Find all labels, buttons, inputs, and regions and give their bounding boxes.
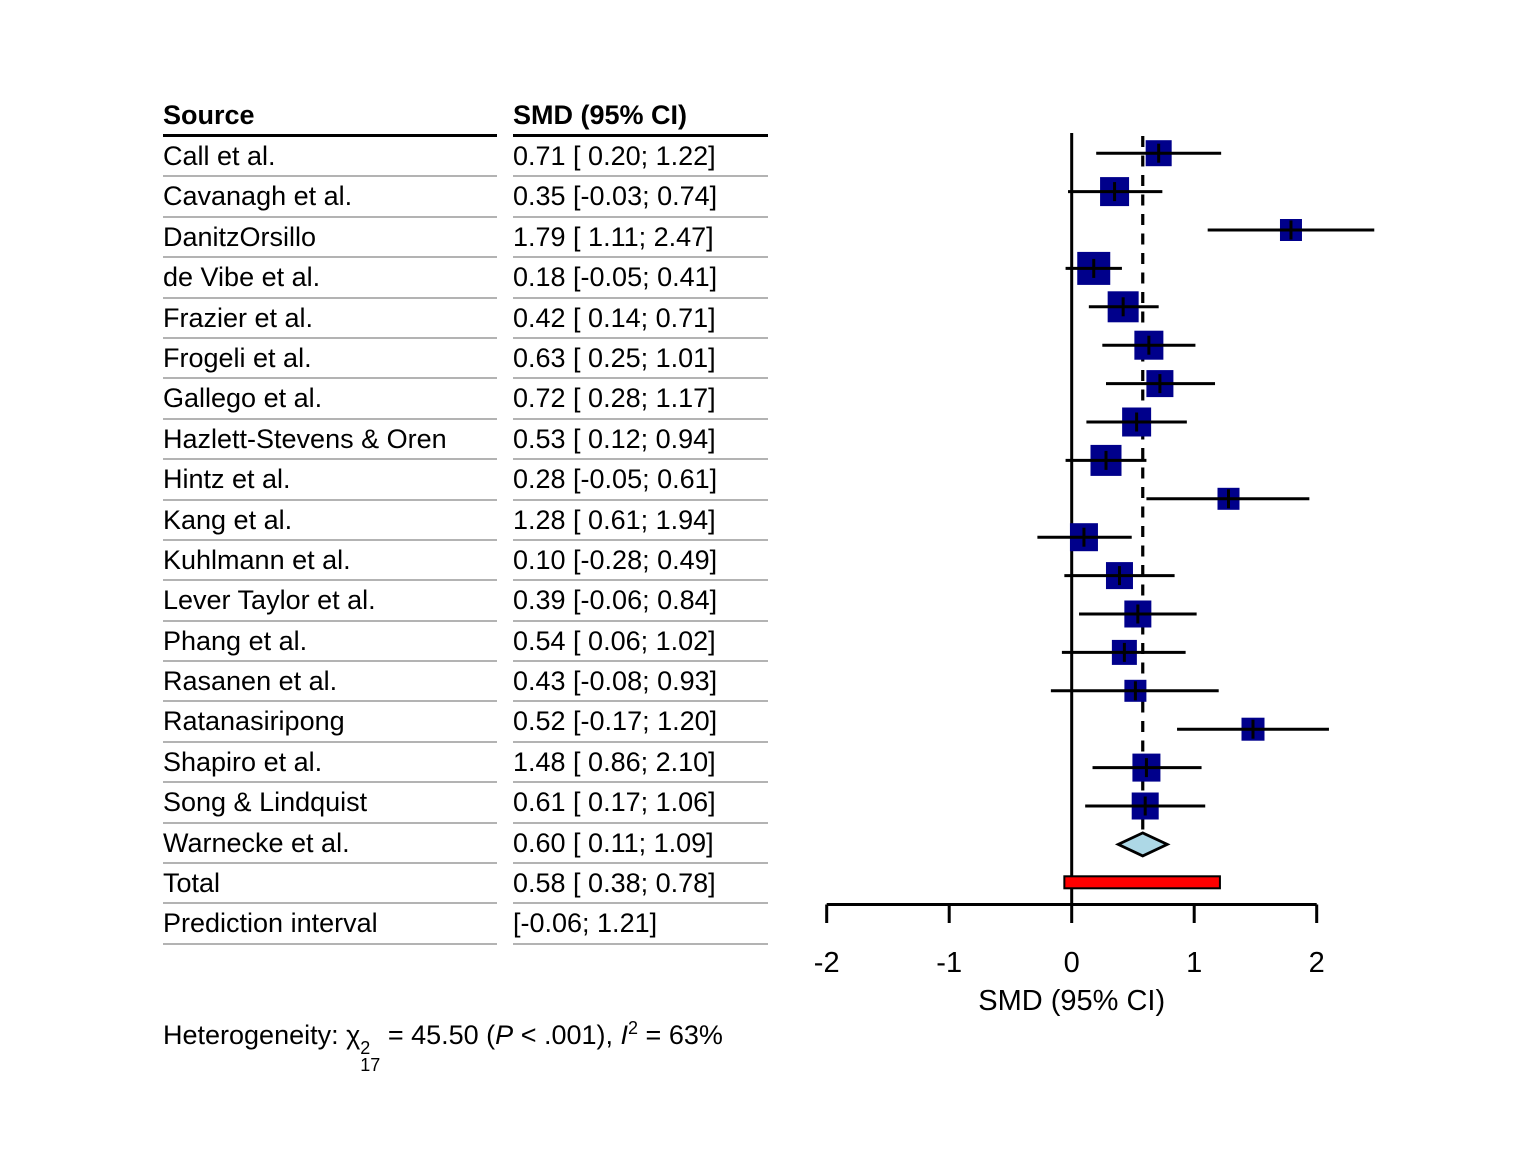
table-row: Song & Lindquist 0.61 [ 0.17; 1.06] — [163, 783, 768, 824]
study-label: Total — [163, 864, 497, 905]
study-ci-text: 0.35 [-0.03; 0.74] — [513, 177, 768, 218]
table-row: Ratanasiripong 0.52 [-0.17; 1.20] — [163, 702, 768, 743]
heterogeneity-text: Heterogeneity: χ 2 17 = 45.50 (P < .001), … — [163, 1018, 723, 1074]
het-i2-value: = 63% — [638, 1019, 723, 1050]
study-label: Hazlett-Stevens & Oren — [163, 420, 497, 461]
study-ci-text: 0.52 [-0.17; 1.20] — [513, 702, 768, 743]
table-row: Lever Taylor et al. 0.39 [-0.06; 0.84] — [163, 581, 768, 622]
table-header-row: Source SMD (95% CI) — [163, 96, 768, 137]
table-row: Rasanen et al. 0.43 [-0.08; 0.93] — [163, 662, 768, 703]
table-row: Gallego et al. 0.72 [ 0.28; 1.17] — [163, 379, 768, 420]
study-ci-text: 0.43 [-0.08; 0.93] — [513, 662, 768, 703]
table-row: Warnecke et al. 0.60 [ 0.11; 1.09] — [163, 824, 768, 865]
x-axis-tick-label: 2 — [1309, 947, 1325, 979]
study-table: Source SMD (95% CI) Call et al. 0.71 [ 0.… — [163, 96, 768, 945]
study-label: Frogeli et al. — [163, 339, 497, 380]
chi-symbol: χ — [346, 1019, 361, 1050]
x-axis-tick-label: 1 — [1186, 947, 1202, 979]
i-squared-superscript: 2 — [628, 1018, 639, 1038]
table-row: Hintz et al. 0.28 [-0.05; 0.61] — [163, 460, 768, 501]
study-label: Cavanagh et al. — [163, 177, 497, 218]
study-label: DanitzOrsillo — [163, 218, 497, 259]
study-label: Song & Lindquist — [163, 783, 497, 824]
study-label: Rasanen et al. — [163, 662, 497, 703]
study-label: Kang et al. — [163, 501, 497, 541]
x-axis-tick-label: -2 — [814, 947, 840, 979]
study-ci-text: 0.42 [ 0.14; 0.71] — [513, 299, 768, 339]
study-ci-text: 0.63 [ 0.25; 1.01] — [513, 339, 768, 380]
study-label: Phang et al. — [163, 622, 497, 663]
study-label: Frazier et al. — [163, 299, 497, 339]
study-ci-text: 0.28 [-0.05; 0.61] — [513, 460, 768, 501]
study-label: Lever Taylor et al. — [163, 581, 497, 622]
study-label: Prediction interval — [163, 904, 497, 945]
x-axis-tick-label: 0 — [1064, 947, 1080, 979]
het-prefix: Heterogeneity: — [163, 1019, 347, 1050]
table-row: de Vibe et al. 0.18 [-0.05; 0.41] — [163, 258, 768, 299]
chi-superscript: 2 — [360, 1037, 371, 1058]
study-ci-text: 0.72 [ 0.28; 1.17] — [513, 379, 768, 420]
table-row: Cavanagh et al. 0.35 [-0.03; 0.74] — [163, 177, 768, 218]
p-symbol: P — [495, 1019, 514, 1050]
prediction-interval-bar — [1063, 875, 1221, 890]
study-ci-text: 0.54 [ 0.06; 1.02] — [513, 622, 768, 663]
total-diamond — [1114, 831, 1171, 858]
table-body: Call et al. 0.71 [ 0.20; 1.22] Cavanagh et… — [163, 137, 768, 945]
table-row: Phang et al. 0.54 [ 0.06; 1.02] — [163, 622, 768, 663]
study-ci-text: 0.71 [ 0.20; 1.22] — [513, 137, 768, 178]
study-label: Gallego et al. — [163, 379, 497, 420]
chi-subscript: 17 — [360, 1054, 381, 1075]
table-row: Kang et al. 1.28 [ 0.61; 1.94] — [163, 501, 768, 541]
study-label: Shapiro et al. — [163, 743, 497, 784]
het-p-value: < .001), — [513, 1019, 621, 1050]
study-ci-text: 0.61 [ 0.17; 1.06] — [513, 783, 768, 824]
study-label: Ratanasiripong — [163, 702, 497, 743]
x-axis-title: SMD (95% CI) — [978, 985, 1165, 1017]
chi-sub-sup: 2 17 — [360, 1037, 381, 1075]
study-ci-text: 1.28 [ 0.61; 1.94] — [513, 501, 768, 541]
table-row: Frazier et al. 0.42 [ 0.14; 0.71] — [163, 299, 768, 339]
study-label: Kuhlmann et al. — [163, 541, 497, 582]
study-ci-text: 0.10 [-0.28; 0.49] — [513, 541, 768, 582]
i-squared-symbol: I — [620, 1019, 629, 1050]
study-ci-text: 0.58 [ 0.38; 0.78] — [513, 864, 768, 905]
table-row: Frogeli et al. 0.63 [ 0.25; 1.01] — [163, 339, 768, 380]
x-axis-tick-label: -1 — [936, 947, 962, 979]
study-ci-text: 0.60 [ 0.11; 1.09] — [513, 824, 768, 865]
table-row: Hazlett-Stevens & Oren 0.53 [ 0.12; 0.94] — [163, 420, 768, 461]
study-label: Warnecke et al. — [163, 824, 497, 865]
het-chi-value: = 45.50 ( — [380, 1019, 496, 1050]
smd-column-header: SMD (95% CI) — [513, 96, 768, 137]
study-ci-text: 0.18 [-0.05; 0.41] — [513, 258, 768, 299]
table-row: DanitzOrsillo 1.79 [ 1.11; 2.47] — [163, 218, 768, 259]
study-ci-text: 1.48 [ 0.86; 2.10] — [513, 743, 768, 784]
study-ci-text: [-0.06; 1.21] — [513, 904, 768, 945]
table-row: Kuhlmann et al. 0.10 [-0.28; 0.49] — [163, 541, 768, 582]
table-row: Total 0.58 [ 0.38; 0.78] — [163, 864, 768, 905]
study-ci-text: 0.53 [ 0.12; 0.94] — [513, 420, 768, 461]
table-row: Call et al. 0.71 [ 0.20; 1.22] — [163, 137, 768, 178]
study-label: Call et al. — [163, 137, 497, 178]
table-row: Prediction interval [-0.06; 1.21] — [163, 904, 768, 945]
study-ci-text: 1.79 [ 1.11; 2.47] — [513, 218, 768, 259]
table-row: Shapiro et al. 1.48 [ 0.86; 2.10] — [163, 743, 768, 784]
study-label: Hintz et al. — [163, 460, 497, 501]
study-ci-text: 0.39 [-0.06; 0.84] — [513, 581, 768, 622]
source-column-header: Source — [163, 96, 497, 137]
study-label: de Vibe et al. — [163, 258, 497, 299]
